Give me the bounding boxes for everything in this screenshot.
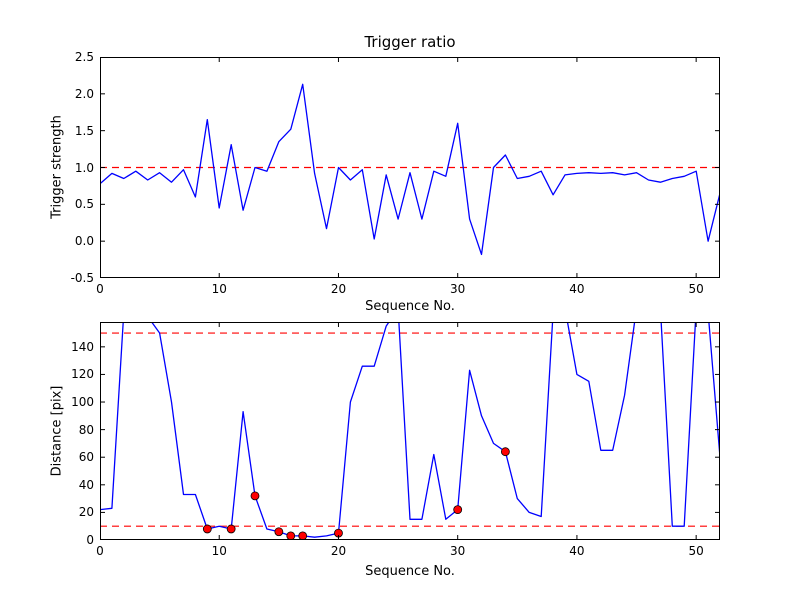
y-tick-label: 0.0 bbox=[74, 234, 94, 249]
y-tick-label: 0.5 bbox=[74, 197, 94, 212]
event-marker bbox=[202, 524, 212, 534]
x-tick-label: 50 bbox=[688, 282, 704, 296]
x-tick-label: 20 bbox=[330, 282, 347, 296]
x-tick-label: 10 bbox=[211, 544, 227, 558]
x-tick-label: 20 bbox=[330, 544, 347, 558]
y-tick-label: 2.5 bbox=[74, 50, 94, 64]
x-tick-label: 40 bbox=[569, 544, 585, 558]
x-tick-label: 50 bbox=[688, 544, 704, 558]
x-tick-label: 0 bbox=[96, 544, 104, 558]
bottom-x-axis-label: Sequence No. bbox=[365, 564, 455, 579]
event-marker bbox=[500, 447, 510, 457]
event-marker bbox=[453, 505, 463, 515]
y-tick-label: 60 bbox=[78, 450, 94, 465]
y-tick-label: 80 bbox=[78, 422, 94, 437]
x-tick-label: 30 bbox=[450, 544, 466, 558]
x-tick-label: 30 bbox=[450, 282, 466, 296]
y-tick-label: 20 bbox=[78, 505, 94, 520]
axes-frame bbox=[100, 322, 720, 540]
y-tick-label: 140 bbox=[71, 339, 94, 354]
event-marker bbox=[286, 531, 296, 540]
y-tick-label: 40 bbox=[78, 477, 94, 492]
y-tick-label: -0.5 bbox=[70, 271, 94, 285]
x-tick-label: 0 bbox=[96, 282, 104, 296]
top-chart-plot-area bbox=[100, 57, 720, 278]
event-marker bbox=[250, 491, 260, 501]
data-series-line bbox=[100, 322, 720, 538]
chart-title: Trigger ratio bbox=[364, 33, 456, 51]
top-x-axis-label: Sequence No. bbox=[365, 299, 455, 314]
x-tick-label: 10 bbox=[211, 282, 227, 296]
y-tick-label: 100 bbox=[71, 395, 94, 410]
y-tick-label: 1.0 bbox=[74, 160, 94, 175]
y-tick-label: 0 bbox=[86, 533, 94, 547]
y-tick-label: 1.5 bbox=[74, 123, 94, 138]
y-tick-label: 2.0 bbox=[74, 86, 94, 101]
bottom-chart-plot-area bbox=[100, 322, 720, 540]
event-marker bbox=[274, 527, 284, 537]
data-series-line bbox=[100, 83, 720, 256]
event-marker bbox=[298, 531, 308, 540]
x-tick-label: 40 bbox=[569, 282, 585, 296]
y-tick-label: 120 bbox=[71, 367, 94, 382]
event-marker bbox=[226, 524, 236, 534]
axes-frame bbox=[100, 57, 720, 278]
